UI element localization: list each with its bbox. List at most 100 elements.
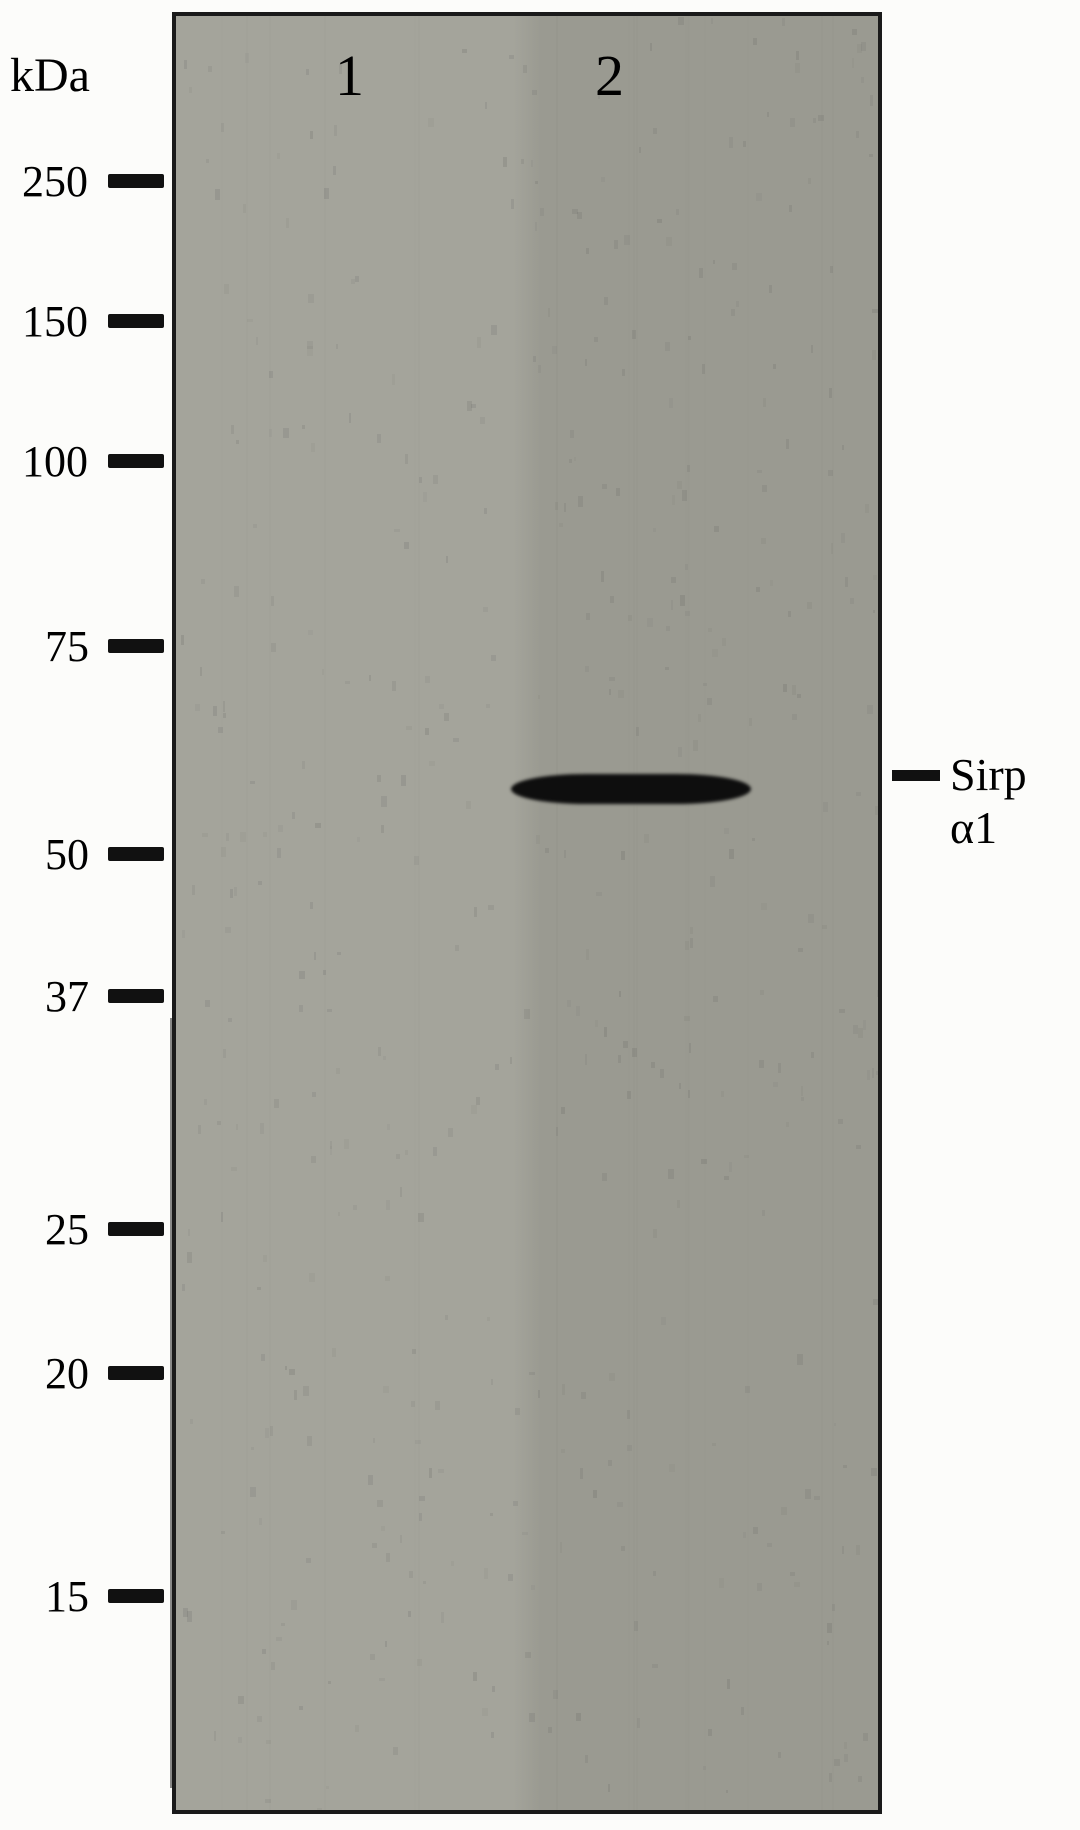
noise-dot [545,848,549,853]
noise-dot [841,533,845,543]
noise-dot [184,60,186,69]
noise-dot [240,832,246,842]
noise-dot [524,1009,529,1019]
noise-dot [532,90,537,95]
noise-dot [373,1438,375,1443]
noise-dot [285,1366,287,1370]
noise-dot [781,1507,786,1515]
marker-tick-75 [108,639,164,653]
noise-dot [188,1229,191,1236]
noise-dot [513,1501,517,1506]
noise-dot [327,1009,332,1012]
noise-dot [881,1758,882,1765]
noise-dot [608,1460,612,1466]
noise-dot [386,1200,390,1210]
noise-dot [482,1708,488,1716]
noise-dot [405,454,408,463]
noise-dot [492,1686,495,1692]
noise-dot [798,948,803,952]
streak [246,16,248,1814]
noise-dot [794,1582,799,1588]
noise-dot [834,1423,836,1426]
noise-dot [236,1124,238,1131]
noise-dot [805,1489,811,1498]
noise-dot [621,1546,625,1551]
noise-dot [423,492,427,502]
noise-dot [604,297,608,305]
noise-dot [585,359,587,366]
noise-dot [260,1123,264,1133]
streak [704,16,706,1814]
noise-dot [509,55,514,59]
noise-dot [653,528,656,532]
noise-dot [234,586,240,597]
noise-dot [823,802,828,811]
noise-dot [622,369,625,375]
noise-dot [213,706,217,716]
noise-dot [299,1005,303,1011]
noise-dot [788,611,791,617]
noise-dot [263,1255,268,1262]
noise-dot [795,63,800,73]
band-sirp-a1 [511,774,751,804]
noise-dot [428,118,434,127]
noise-dot [485,102,488,109]
noise-dot [873,575,877,581]
noise-dot [668,1169,674,1179]
noise-dot [529,1372,535,1375]
noise-dot [286,218,289,228]
noise-dot [291,1600,297,1609]
noise-dot [834,1759,839,1767]
noise-dot [724,828,729,834]
noise-dot [796,51,800,59]
noise-dot [676,209,679,215]
marker-label-37: 37 [45,971,89,1022]
noise-dot [757,470,762,473]
noise-dot [253,524,256,528]
noise-dot [844,1742,847,1749]
noise-dot [385,1641,388,1647]
noise-dot [782,18,785,27]
noise-dot [762,485,767,491]
noise-dot [317,1808,322,1814]
noise-dot [281,1623,285,1626]
noise-dot [727,1679,730,1689]
noise-dot [540,208,545,216]
noise-dot [602,1173,607,1181]
noise-dot [756,193,762,201]
noise-dot [353,1205,357,1211]
noise-dot [609,689,612,695]
noise-dot [378,1047,381,1056]
noise-dot [827,1641,829,1645]
noise-dot [372,1543,377,1548]
noise-dot [752,838,754,842]
streak [832,16,834,1814]
noise-dot [538,1390,540,1398]
noise-dot [381,796,386,807]
noise-dot [790,118,795,128]
noise-dot [873,610,875,613]
noise-dot [762,1210,765,1217]
noise-dot [299,1706,303,1709]
noise-dot [311,1156,316,1163]
noise-dot [792,685,796,695]
noise-dot [455,945,459,950]
noise-dot [231,425,234,434]
noise-dot [234,887,236,897]
streak [687,16,689,1814]
noise-dot [869,154,872,158]
noise-dot [355,276,359,282]
marker-label-150: 150 [22,296,88,347]
noise-dot [726,1790,729,1793]
noise-dot [811,1052,814,1058]
noise-dot [783,684,788,692]
noise-dot [811,345,814,353]
noise-dot [761,538,766,544]
noise-dot [425,728,429,735]
noise-dot [445,1315,447,1320]
noise-dot [425,676,429,683]
noise-dot [206,159,209,163]
noise-dot [334,125,338,136]
lane-label-2: 2 [595,42,624,109]
blot-membrane [172,12,882,1814]
